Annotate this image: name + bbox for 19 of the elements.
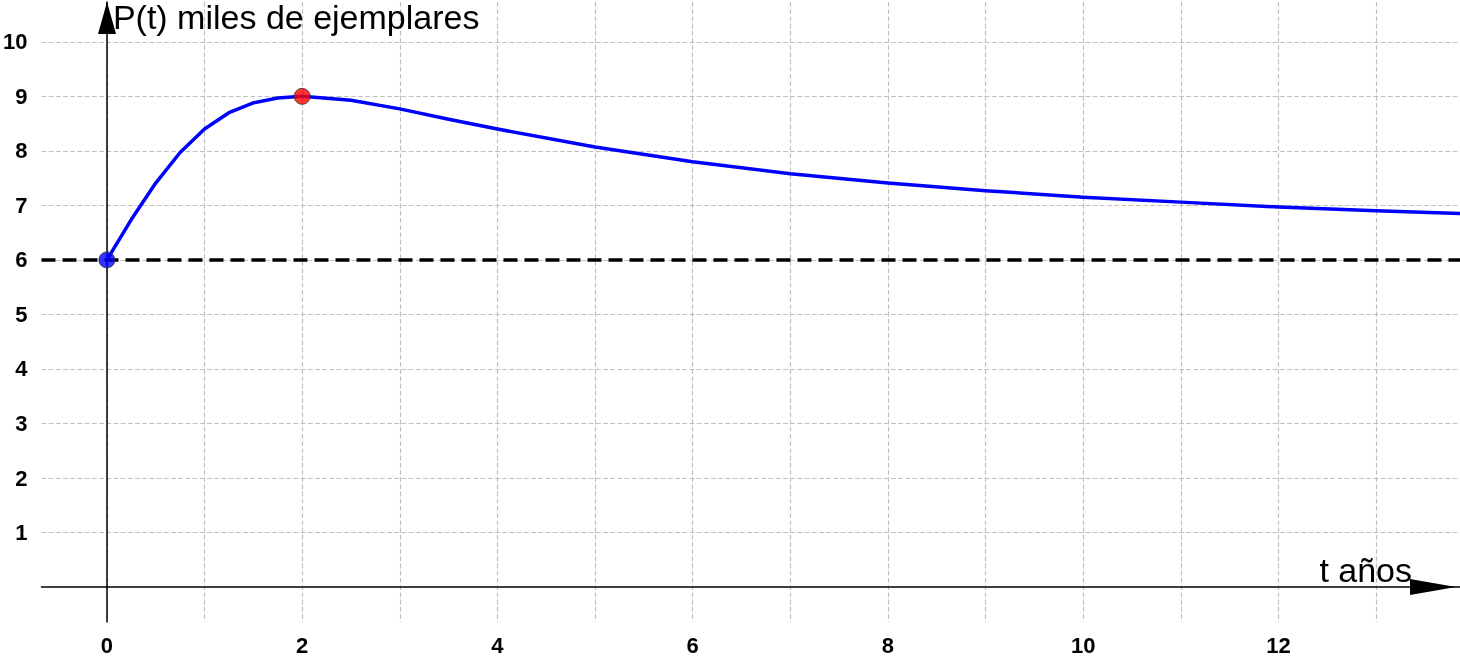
x-tick-label: 8: [881, 632, 895, 656]
y-tick-label: 3: [15, 411, 28, 437]
y-tick-label: 7: [15, 192, 28, 218]
y-tick-label: 5: [15, 301, 28, 327]
x-tick-label: 10: [1070, 632, 1096, 656]
x-tick-label: 12: [1266, 632, 1291, 656]
x-tick-label: 0: [100, 632, 114, 656]
x-axis-title: t años: [1319, 551, 1412, 590]
y-tick-label: 10: [2, 29, 28, 55]
x-tick-label: 2: [296, 632, 309, 656]
x-tick-label: 6: [686, 632, 699, 656]
x-tick-label: 4: [491, 632, 505, 656]
y-tick-label: 4: [15, 356, 29, 382]
y-tick-label: 6: [15, 247, 28, 273]
y-tick-label: 1: [15, 520, 28, 546]
y-tick-label: 9: [15, 83, 28, 109]
y-axis-title: P(t) miles de ejemplares: [112, 0, 480, 36]
y-tick-label: 2: [15, 465, 28, 491]
y-tick-label: 8: [15, 138, 28, 164]
